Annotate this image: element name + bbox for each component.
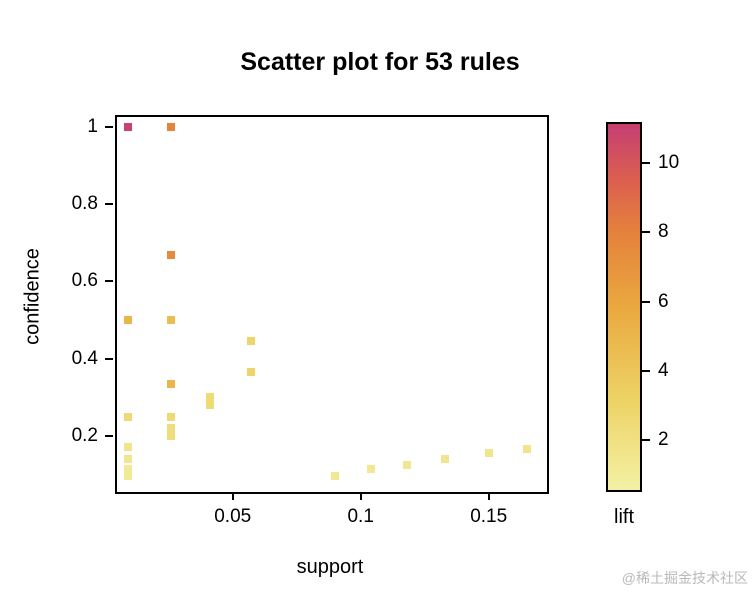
scatter-point <box>123 443 132 452</box>
y-axis-tick <box>105 202 113 205</box>
legend-tick <box>642 300 650 303</box>
chart-title: Scatter plot for 53 rules <box>240 48 520 76</box>
lift-color-gradient-bar <box>606 122 642 492</box>
scatter-point <box>484 449 493 458</box>
scatter-point <box>167 424 176 433</box>
legend-tick-label: 4 <box>658 359 669 381</box>
legend-tick <box>642 231 650 234</box>
x-axis-label: support <box>296 556 364 578</box>
legend-tick <box>642 438 650 441</box>
x-tick-label: 0.15 <box>470 506 508 527</box>
scatter-point <box>123 122 132 131</box>
scatter-point <box>167 251 176 260</box>
legend-tick <box>642 162 650 165</box>
x-tick-label: 0.1 <box>347 506 374 527</box>
y-tick-label: 0.4 <box>71 347 98 369</box>
scatter-point <box>246 337 255 346</box>
legend-label: lift <box>614 506 634 528</box>
legend-tick-label: 8 <box>658 221 669 243</box>
legend-tick-label: 2 <box>658 428 669 450</box>
scatter-point <box>167 412 176 421</box>
y-axis-tick <box>105 125 113 128</box>
legend-tick <box>642 369 650 372</box>
scatter-point <box>167 431 176 440</box>
scatter-point <box>167 379 176 388</box>
scatter-point <box>123 464 132 473</box>
y-axis-tick <box>105 357 113 360</box>
x-axis-tick <box>487 492 490 500</box>
scatter-point <box>123 412 132 421</box>
watermark-text: @稀土掘金技术社区 <box>621 570 748 586</box>
x-axis-tick <box>231 492 234 500</box>
scatter-point <box>402 460 411 469</box>
x-tick-label: 0.05 <box>214 506 252 527</box>
scatter-point <box>123 472 132 481</box>
scatter-point <box>167 315 176 324</box>
y-axis-tick <box>105 434 113 437</box>
scatter-point <box>246 368 255 377</box>
legend-tick-label: 10 <box>658 152 680 174</box>
scatter-point <box>523 445 532 454</box>
y-tick-label: 1 <box>87 115 98 137</box>
x-axis-tick <box>359 492 362 500</box>
scatter-point <box>167 122 176 131</box>
scatter-point <box>123 455 132 464</box>
scatter-point <box>441 455 450 464</box>
scatter-point <box>205 400 214 409</box>
plot-area <box>115 115 549 494</box>
y-tick-label: 0.6 <box>71 270 98 292</box>
scatter-point <box>366 464 375 473</box>
scatter-point <box>331 472 340 481</box>
legend-tick-label: 6 <box>658 290 669 312</box>
y-tick-label: 0.2 <box>71 424 98 446</box>
scatter-point <box>123 315 132 324</box>
y-axis-tick <box>105 280 113 283</box>
y-tick-label: 0.8 <box>71 192 98 214</box>
scatter-point <box>205 393 214 402</box>
y-axis-label: confidence <box>21 248 44 345</box>
